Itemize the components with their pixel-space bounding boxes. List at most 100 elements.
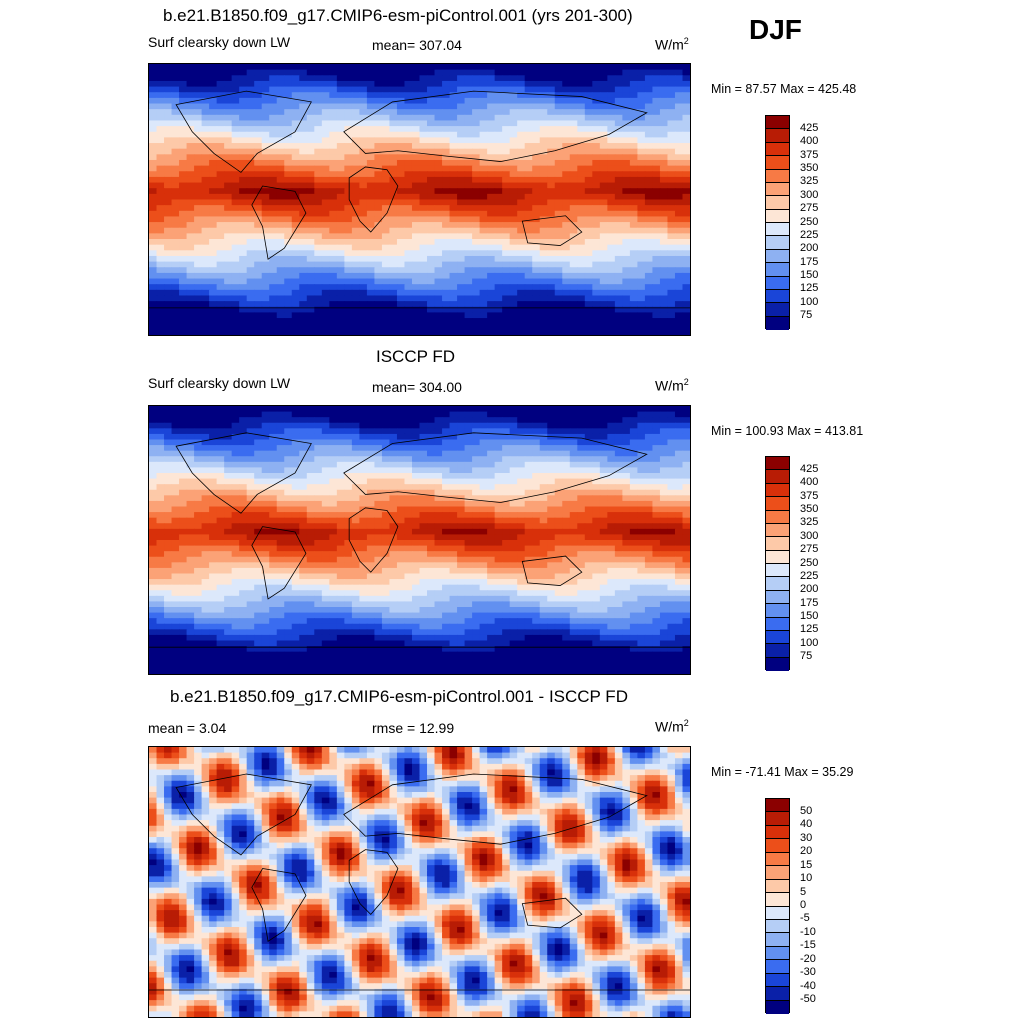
- panel1-variable-label: Surf clearsky down LW: [148, 34, 291, 50]
- colorbar-level-label: 375: [800, 148, 819, 161]
- colorbar-swatch: [766, 604, 789, 618]
- colorbar-level-label: 175: [800, 596, 819, 609]
- colorbar-swatch: [766, 973, 789, 988]
- colorbar-swatch: [766, 839, 789, 853]
- panel1-units: W/m2: [655, 36, 689, 53]
- coastline: [348, 849, 399, 915]
- colorbar-swatch: [766, 129, 789, 143]
- colorbar-level-label: 5: [800, 885, 807, 898]
- colorbar-level-label: 400: [800, 135, 819, 148]
- coastline: [343, 773, 648, 845]
- coastline: [348, 507, 399, 573]
- colorbar-swatch: [766, 946, 789, 961]
- colorbar-swatch: [766, 263, 789, 277]
- colorbar-level-label: 300: [800, 529, 819, 542]
- colorbar-level-label: -20: [800, 952, 816, 965]
- colorbar-level-label: 40: [800, 818, 813, 831]
- colorbar-swatch: [766, 249, 789, 264]
- colorbar-level-label: 225: [800, 569, 819, 582]
- colorbar-level-label: 225: [800, 228, 819, 241]
- colorbar-level-label: 30: [800, 831, 813, 844]
- colorbar-swatch: [766, 577, 789, 591]
- panel1-title: b.e21.B1850.f09_g17.CMIP6-esm-piControl.…: [163, 6, 633, 25]
- panel2-title: ISCCP FD: [376, 347, 456, 366]
- colorbar-level-label: 125: [800, 282, 819, 295]
- colorbar-level-label: 400: [800, 476, 819, 489]
- colorbar-swatch: [766, 510, 789, 524]
- colorbar-swatch: [766, 630, 789, 645]
- coastline: [343, 90, 648, 162]
- colorbar-level-label: 75: [800, 309, 813, 322]
- colorbar-swatch: [766, 209, 789, 223]
- colorbar-swatch: [766, 893, 789, 907]
- panel3-rmse-label: rmse = 12.99: [372, 720, 455, 736]
- panel3-title: b.e21.B1850.f09_g17.CMIP6-esm-piControl.…: [170, 687, 628, 706]
- colorbar-level-label: 325: [800, 175, 819, 188]
- colorbar-level-label: 125: [800, 623, 819, 636]
- panel1-map: [148, 63, 691, 336]
- coastline: [521, 555, 583, 586]
- colorbar-swatch: [766, 879, 789, 894]
- panel2-mean-label: mean= 304.00: [372, 379, 462, 395]
- colorbar-swatch: [766, 236, 789, 250]
- colorbar-level-label: 275: [800, 543, 819, 556]
- colorbar-level-label: 250: [800, 215, 819, 228]
- coastline: [251, 185, 307, 260]
- colorbar-level-label: 350: [800, 503, 819, 515]
- colorbar-level-label: -40: [800, 979, 816, 992]
- colorbar-level-label: 150: [800, 610, 819, 622]
- colorbar-swatch: [766, 825, 789, 840]
- colorbar-swatch: [766, 523, 789, 538]
- colorbar-level-label: 150: [800, 269, 819, 281]
- colorbar-swatch: [766, 866, 789, 880]
- panel1-mean-label: mean= 307.04: [372, 37, 462, 53]
- colorbar-swatch: [766, 457, 789, 471]
- colorbar-swatch: [766, 497, 789, 511]
- colorbar-swatch: [766, 142, 789, 157]
- colorbar-swatch: [766, 223, 789, 237]
- coastline: [251, 868, 307, 943]
- colorbar-swatch: [766, 303, 789, 317]
- colorbar-swatch: [766, 182, 789, 197]
- colorbar-swatch: [766, 812, 789, 826]
- colorbar-swatch: [766, 933, 789, 947]
- colorbar-swatch: [766, 537, 789, 551]
- colorbar-level-label: 425: [800, 121, 819, 134]
- panel3-map: [148, 746, 691, 1018]
- panel1-colorbar: [765, 115, 790, 330]
- panel2-variable-label: Surf clearsky down LW: [148, 375, 291, 391]
- colorbar-swatch: [766, 470, 789, 484]
- colorbar-level-label: -50: [800, 993, 816, 1006]
- colorbar-level-label: -30: [800, 966, 816, 979]
- colorbar-level-label: 20: [800, 845, 813, 858]
- colorbar-swatch: [766, 156, 789, 170]
- panel3-minmax: Min = -71.41 Max = 35.29: [711, 765, 854, 779]
- colorbar-level-label: -5: [800, 912, 810, 925]
- colorbar-swatch: [766, 196, 789, 210]
- colorbar-level-label: 200: [800, 583, 819, 596]
- colorbar-level-label: 350: [800, 162, 819, 174]
- coastline: [251, 526, 307, 600]
- colorbar-swatch: [766, 799, 789, 813]
- colorbar-swatch: [766, 1000, 789, 1014]
- panel3-mean-label: mean = 3.04: [148, 720, 227, 736]
- colorbar-swatch: [766, 644, 789, 658]
- colorbar-level-label: 200: [800, 242, 819, 255]
- colorbar-level-label: 375: [800, 489, 819, 502]
- colorbar-swatch: [766, 919, 789, 934]
- coastline: [521, 897, 583, 929]
- colorbar-level-label: 50: [800, 804, 813, 817]
- colorbar-swatch: [766, 276, 789, 290]
- colorbar-swatch: [766, 906, 789, 920]
- colorbar-swatch: [766, 564, 789, 578]
- coastline: [348, 166, 399, 233]
- colorbar-level-label: 300: [800, 188, 819, 201]
- colorbar-swatch: [766, 987, 789, 1001]
- colorbar-level-label: 425: [800, 462, 819, 475]
- colorbar-level-label: -15: [800, 939, 816, 952]
- colorbar-level-label: 75: [800, 650, 813, 663]
- colorbar-swatch: [766, 116, 789, 130]
- colorbar-level-label: -10: [800, 925, 816, 938]
- colorbar-swatch: [766, 657, 789, 671]
- coastline: [343, 432, 648, 503]
